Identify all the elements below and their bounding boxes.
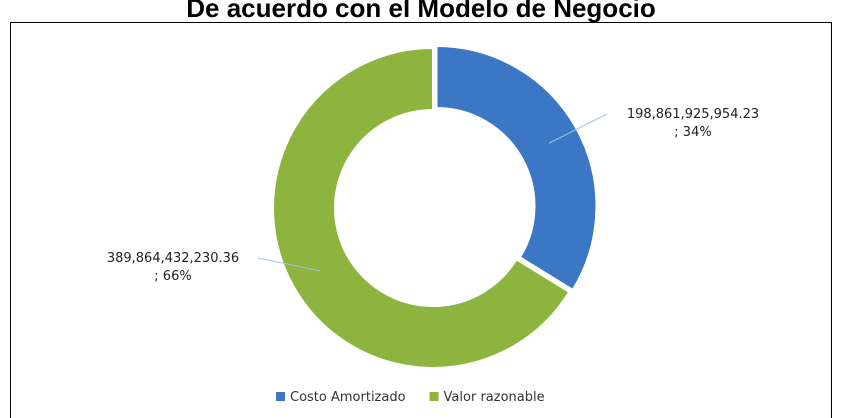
legend-label: Costo Amortizado [290,390,406,405]
leader-line [257,257,321,272]
chart-title: De acuerdo con el Modelo de Negocio [186,0,656,23]
donut-slice [272,46,571,369]
legend-label: Valor razonable [444,390,545,405]
legend-swatch [276,392,285,401]
data-label-value: 389,864,432,230.36 [107,251,239,266]
legend-swatch [429,392,439,401]
donut-slice [435,45,598,292]
data-label-value: 198,861,925,954.23 [627,107,759,122]
data-label-percent: ; 66% [154,269,191,284]
leader-line [548,113,608,144]
data-label: 389,864,432,230.36 ; 66% [107,251,239,284]
data-label-percent: ; 34% [674,125,711,140]
data-label: 198,861,925,954.23 ; 34% [627,107,759,140]
